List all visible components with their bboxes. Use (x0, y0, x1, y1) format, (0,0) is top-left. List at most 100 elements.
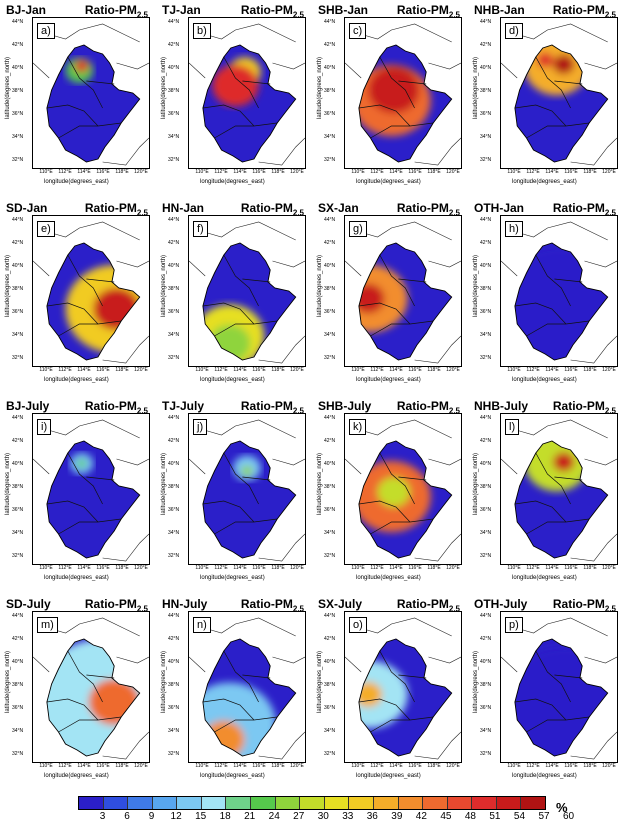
lat-tick: 36°N (324, 309, 336, 315)
map-frame: d) (500, 17, 618, 169)
lat-tick: 44°N (480, 415, 492, 421)
province-border (202, 698, 255, 721)
map-panel: SHB-Jan Ratio-PM2.5 44°N 42°N 40°N 38°N 36°N 34… (314, 0, 464, 196)
province-border (526, 122, 590, 139)
lon-tick: 110°E (351, 169, 365, 175)
panel-ratio-label: Ratio-PM2.5 (240, 597, 304, 614)
lon-tick: 120°E (290, 169, 304, 175)
colorbar-tick: 12 (170, 811, 182, 822)
lat-tick: 38°N (480, 682, 492, 688)
lat-tick: 42°N (168, 636, 180, 642)
lat-tick: 40°N (324, 263, 336, 269)
context-border (414, 533, 461, 562)
context-border (356, 419, 452, 439)
lat-tick: 32°N (168, 355, 180, 361)
lat-tick: 34°N (324, 134, 336, 140)
lat-tick: 34°N (168, 332, 180, 338)
lat-tick: 42°N (324, 240, 336, 246)
lon-tick: 112°E (214, 367, 228, 373)
lat-tick: 40°N (480, 659, 492, 665)
province-border (535, 452, 571, 505)
lon-tick: 110°E (39, 169, 53, 175)
y-axis-label: latitude(degrees_north) (317, 56, 323, 119)
panel-title: TJ-July (162, 399, 205, 413)
lat-tick: 40°N (324, 461, 336, 467)
province-border (358, 500, 411, 523)
panel-tag: d) (505, 23, 523, 39)
lat-tick: 38°N (12, 286, 24, 292)
lon-tick: 118°E (271, 763, 285, 769)
lat-tick: 36°N (324, 705, 336, 711)
context-border (584, 656, 617, 664)
context-border (200, 617, 296, 637)
region-outline (202, 44, 297, 163)
y-axis-label: latitude(degrees_north) (161, 56, 167, 119)
panel-title: BJ-July (6, 399, 50, 413)
lat-tick: 40°N (168, 461, 180, 467)
context-border (33, 458, 50, 475)
map-frame: b) (188, 17, 306, 169)
lon-tick: 112°E (370, 169, 384, 175)
concentration-patch (553, 452, 575, 472)
colorbar-tick: 9 (148, 811, 155, 822)
province-border (46, 698, 99, 721)
map-panel: SX-Jan Ratio-PM2.5 44°N 42°N 40°N 38°N 36°N 34°… (314, 198, 464, 394)
lon-tick: 118°E (271, 367, 285, 373)
lon-tick: 110°E (39, 367, 53, 373)
panel-title: BJ-Jan (6, 3, 47, 17)
lon-tick: 110°E (351, 763, 365, 769)
region-outline (514, 440, 609, 559)
lon-tick: 116°E (252, 367, 266, 373)
y-axis-label: latitude(degrees_north) (5, 452, 11, 515)
lat-tick: 44°N (324, 217, 336, 223)
colorbar-tick: 30 (317, 811, 329, 822)
x-axis-label: longitude(degrees_east) (512, 179, 577, 185)
x-axis-label: longitude(degrees_east) (512, 773, 577, 779)
province-border (223, 56, 259, 109)
lon-tick: 120°E (446, 367, 460, 373)
colorbar-tick: 36 (366, 811, 378, 822)
lon-tick: 116°E (564, 367, 578, 373)
lat-tick: 40°N (12, 659, 24, 665)
lat-tick: 42°N (324, 636, 336, 642)
lon-tick: 114°E (545, 763, 559, 769)
map-frame: n) (188, 611, 306, 763)
province-border (214, 716, 278, 733)
context-border (428, 656, 461, 664)
lat-tick: 34°N (480, 728, 492, 734)
map-panel: HN-July Ratio-PM2.5 44°N 42°N 40°N 38°N 36°N 34… (158, 594, 308, 790)
map-frame: a) (32, 17, 150, 169)
x-axis-label: longitude(degrees_east) (356, 575, 421, 581)
lat-tick: 38°N (480, 286, 492, 292)
lon-tick: 116°E (408, 763, 422, 769)
province-border (370, 122, 434, 139)
province-border (67, 56, 103, 109)
lon-tick: 116°E (564, 565, 578, 571)
region-outline (358, 638, 453, 757)
context-border (272, 260, 305, 268)
province-border (379, 254, 415, 307)
concentration-patch (358, 681, 383, 708)
colorbar-tick: 45 (440, 811, 452, 822)
lat-tick: 36°N (12, 507, 24, 513)
lon-tick: 118°E (115, 763, 129, 769)
lon-tick: 110°E (507, 565, 521, 571)
map-frame: h) (500, 215, 618, 367)
lat-tick: 36°N (480, 309, 492, 315)
concentration-patch (536, 52, 554, 68)
province-border (379, 650, 415, 703)
province-border (379, 452, 415, 505)
colorbar-swatch (226, 797, 252, 809)
lat-tick: 40°N (12, 263, 24, 269)
panel-tag: p) (505, 617, 523, 633)
province-border (202, 500, 255, 523)
province-border (526, 716, 590, 733)
lat-tick: 40°N (324, 659, 336, 665)
lon-tick: 120°E (602, 367, 616, 373)
panel-ratio-label: Ratio-PM2.5 (240, 399, 304, 416)
lon-tick: 110°E (39, 565, 53, 571)
colorbar-swatch (324, 797, 350, 809)
lat-tick: 42°N (324, 42, 336, 48)
lon-tick: 112°E (526, 565, 540, 571)
lon-tick: 120°E (290, 763, 304, 769)
